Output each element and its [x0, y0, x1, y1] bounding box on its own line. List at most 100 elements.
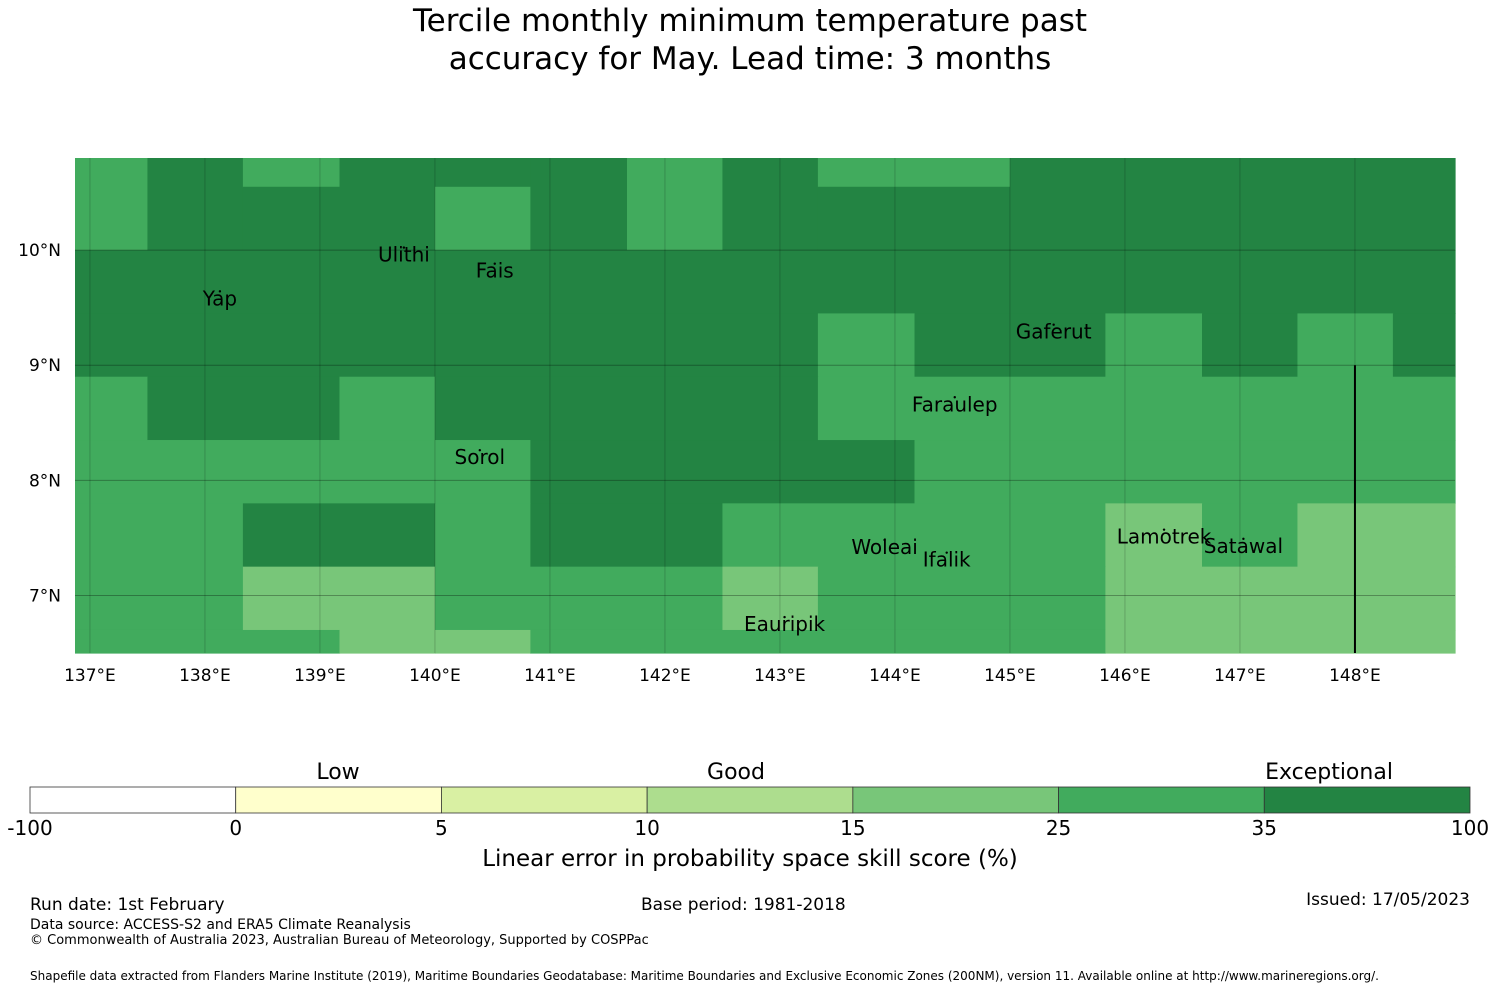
colorbar-tick-label: 15	[840, 816, 866, 840]
place-label: Gaferut	[1016, 320, 1092, 344]
island-mark	[953, 396, 956, 399]
skill-cell	[722, 158, 819, 251]
colorbar-segment	[646, 786, 854, 814]
skill-cell	[1392, 313, 1456, 378]
colorbar-tick-label: 10	[634, 816, 660, 840]
lon-tick-label: 141°E	[524, 666, 576, 686]
place-label: Faraulep	[912, 392, 998, 416]
skill-cell	[1105, 629, 1456, 654]
island-mark	[402, 246, 406, 249]
skill-cell	[434, 186, 531, 251]
title-line-2: accuracy for May. Lead time: 3 months	[448, 41, 1052, 77]
skill-cell	[434, 376, 819, 441]
island-mark	[883, 538, 886, 542]
skill-cell	[242, 503, 436, 568]
colorbar-segment	[235, 786, 442, 814]
place-label: Satawal	[1204, 534, 1283, 558]
colorbar-segment	[29, 786, 237, 814]
island-mark	[493, 262, 496, 265]
data-source: Data source: ACCESS-S2 and ERA5 Climate …	[30, 917, 411, 933]
skill-cell	[1105, 313, 1203, 378]
chart-title: Tercile monthly minimum temperature past…	[0, 2, 1500, 78]
skill-cell	[75, 158, 149, 251]
colorbar-segment	[852, 786, 1059, 814]
lon-tick-label: 148°E	[1329, 666, 1381, 686]
skill-cell	[147, 158, 244, 251]
skill-cell	[914, 440, 1456, 504]
skill-cell	[530, 158, 628, 251]
place-label: Lamotrek	[1117, 525, 1212, 549]
island-mark	[1162, 528, 1166, 531]
skill-cell	[1297, 313, 1394, 378]
skill-cell	[75, 503, 244, 568]
skill-cell	[1202, 503, 1299, 568]
island-mark	[478, 449, 481, 452]
skill-cell	[1009, 158, 1456, 251]
colorbar-tick-label: 0	[229, 816, 243, 840]
colorbar-segment	[1263, 786, 1471, 814]
skill-cell	[627, 158, 724, 251]
place-label: Yap	[202, 286, 237, 310]
skill-cell	[1105, 566, 1456, 631]
skill-cell	[75, 313, 819, 378]
skill-map: 137°E 138°E 139°E 140°E 141°E 142°E 143°E 144°E…	[18, 158, 1456, 686]
skill-cell	[434, 629, 531, 654]
lat-tick-label: 7°N	[29, 586, 61, 606]
skill-cell	[817, 376, 1456, 441]
colorbar-category-label: Good	[707, 760, 765, 785]
lon-tick-label: 137°E	[64, 666, 116, 686]
island-mark	[1242, 537, 1245, 541]
place-label: Eauripik	[744, 612, 826, 636]
lon-tick-label: 140°E	[409, 666, 461, 686]
lon-tick-label: 139°E	[294, 666, 346, 686]
lat-tick-label: 10°N	[18, 241, 61, 261]
lon-tick-label: 147°E	[1214, 666, 1266, 686]
place-label: Ifalik	[923, 548, 971, 572]
skill-cell	[339, 629, 436, 654]
skill-cell	[722, 566, 819, 631]
skill-cell	[75, 629, 341, 654]
skill-cell	[530, 440, 916, 504]
place-label: Woleai	[851, 535, 918, 559]
colorbar-segment	[1058, 786, 1265, 814]
skill-cell	[1105, 503, 1203, 568]
place-label: Ulithi	[378, 243, 430, 267]
colorbar-category-label: Low	[316, 760, 360, 785]
lon-tick-label: 143°E	[754, 666, 806, 686]
skill-cell	[817, 186, 1011, 251]
skill-cell	[434, 566, 724, 631]
colorbar-label: Linear error in probability space skill …	[482, 846, 1018, 872]
skill-cell	[147, 376, 341, 441]
skill-cell	[434, 503, 531, 568]
copyright: © Commonwealth of Australia 2023, Austra…	[30, 933, 649, 948]
skill-cell	[75, 440, 436, 504]
skill-cell	[75, 566, 244, 631]
island-mark	[783, 615, 786, 619]
run-date: Run date: 1st February	[30, 895, 225, 915]
colorbar	[29, 786, 1471, 814]
lon-tick-label: 146°E	[1099, 666, 1151, 686]
colorbar-tick-label: 5	[435, 816, 448, 840]
lon-tick-label: 144°E	[869, 666, 921, 686]
lon-tick-label: 142°E	[639, 666, 691, 686]
skill-cell	[722, 503, 1106, 568]
skill-cell	[242, 158, 341, 188]
skill-cell	[817, 313, 916, 378]
colorbar-segment	[441, 786, 648, 814]
title-line-1: Tercile monthly minimum temperature past	[412, 3, 1088, 39]
skill-cell	[434, 440, 531, 504]
island-mark	[1052, 323, 1055, 326]
lat-tick-label: 8°N	[29, 471, 61, 491]
colorbar-category-label: Exceptional	[1265, 760, 1393, 785]
skill-cell	[75, 250, 1456, 315]
base-period: Base period: 1981-2018	[641, 895, 846, 915]
place-label: Sorol	[455, 445, 506, 469]
skill-cell	[530, 503, 724, 568]
skill-cell	[914, 313, 1106, 378]
colorbar-tick-label: -100	[7, 816, 53, 840]
skill-cell	[1202, 313, 1299, 378]
skill-cell	[242, 566, 436, 631]
skill-cell	[817, 566, 1106, 631]
lat-tick-label: 9°N	[29, 356, 61, 376]
place-label: Fais	[476, 259, 514, 283]
